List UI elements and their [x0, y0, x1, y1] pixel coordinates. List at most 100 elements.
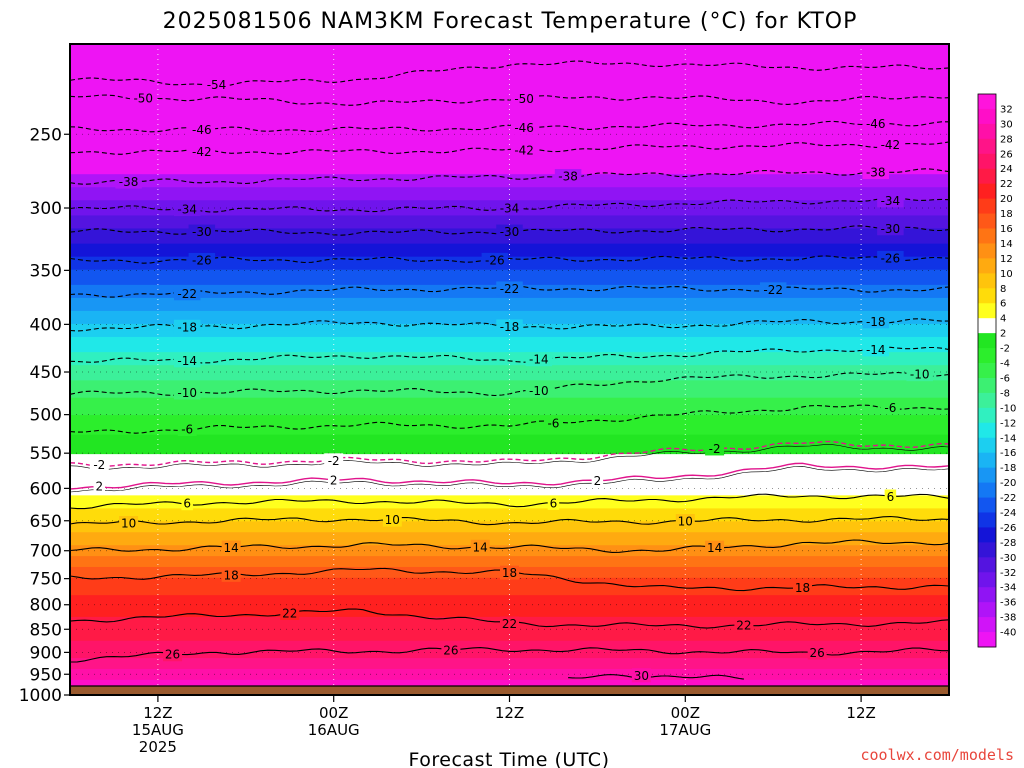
temperature-band — [70, 250, 949, 253]
isotherm-label-bg — [591, 473, 604, 488]
temperature-band — [70, 100, 949, 104]
temperature-band — [70, 597, 949, 601]
temperature-band — [70, 389, 949, 392]
temperature-band — [70, 191, 949, 195]
temperature-band — [70, 339, 949, 342]
isotherm-label: -50 — [133, 91, 153, 105]
colorbar-swatch — [978, 437, 996, 454]
isotherm-label: -2 — [328, 454, 340, 468]
temperature-band — [70, 145, 949, 149]
temperature-band — [70, 57, 949, 60]
temperature-band — [70, 274, 949, 277]
colorbar-swatch — [978, 467, 996, 483]
colorbar-swatch — [978, 288, 996, 304]
isotherm-label: 10 — [385, 513, 400, 527]
temperature-band — [70, 532, 949, 536]
temperature-band — [70, 551, 949, 555]
temperature-band — [70, 154, 949, 158]
temperature-band — [70, 525, 949, 529]
colorbar-label: 6 — [1000, 299, 1006, 310]
colorbar-label: 22 — [1000, 179, 1013, 190]
isotherm-label: -14 — [866, 343, 886, 357]
isotherm-label: -22 — [763, 283, 783, 297]
temperature-band — [70, 254, 949, 258]
temperature-band — [70, 430, 949, 434]
isotherm-label: -18 — [500, 320, 520, 334]
temperature-band — [70, 499, 949, 503]
temperature-band — [70, 354, 949, 358]
isotherm-label: -6 — [547, 416, 559, 430]
colorbar-swatch — [978, 363, 996, 379]
temperature-band — [70, 126, 949, 130]
temperature-band — [70, 358, 949, 362]
temperature-band — [70, 610, 949, 614]
isotherm-label: 6 — [550, 496, 558, 510]
temperature-band — [70, 634, 949, 638]
colorbar-label: 28 — [1000, 134, 1013, 145]
temperature-band — [70, 93, 949, 97]
isotherm-line — [70, 120, 949, 133]
isotherm-label-bg — [188, 122, 216, 137]
colorbar-label: -36 — [1000, 598, 1016, 609]
colorbar-swatch — [978, 243, 996, 259]
temperature-band — [70, 271, 949, 275]
isotherm-label: -50 — [514, 92, 534, 106]
temperature-band — [70, 245, 949, 249]
colorbar-swatch — [978, 258, 996, 274]
colorbar: 32 30 28 26 24 22 20 18 16 14 12 10 8 6 4 2 -2 -4 -6 -8 -10 -… — [977, 93, 1016, 648]
isotherm-label-bg — [880, 400, 900, 415]
temperature-band — [70, 187, 949, 190]
colorbar-swatch — [978, 602, 996, 618]
temperature-band — [70, 662, 949, 666]
isotherm-label: -2 — [709, 442, 721, 456]
temperature-band — [70, 308, 949, 312]
temperature-band — [70, 434, 949, 438]
temperature-band — [70, 629, 949, 633]
colorbar-label: -26 — [1000, 523, 1016, 534]
isotherm-label: 18 — [224, 568, 239, 582]
temperature-band — [70, 586, 949, 590]
temperature-band — [70, 497, 949, 501]
temperature-band — [70, 261, 949, 264]
isotherm-label: -6 — [181, 423, 193, 437]
colorbar-swatch — [978, 318, 996, 334]
colorbar-label: 18 — [1000, 209, 1013, 220]
x-tick-label: 12Z — [495, 704, 524, 722]
temperature-band — [70, 406, 949, 410]
isotherm-label-bg — [877, 221, 904, 236]
colorbar-swatch — [978, 108, 996, 125]
colorbar-swatch — [978, 482, 996, 498]
isotherm-label: 18 — [795, 581, 810, 595]
colorbar-label: -32 — [1000, 568, 1016, 579]
temperature-band — [70, 104, 949, 108]
colorbar-label: -24 — [1000, 508, 1016, 519]
temperature-band — [70, 504, 949, 507]
temperature-band — [70, 514, 949, 518]
isotherm-line — [70, 493, 949, 510]
colorbar-label: -14 — [1000, 433, 1016, 444]
temperature-band — [70, 438, 949, 442]
temperature-band — [70, 380, 949, 384]
colorbar-label: 2 — [1000, 329, 1006, 340]
isotherm-label-bg — [496, 201, 523, 216]
x-tick-label: 00Z — [319, 704, 348, 722]
colorbar-swatch — [978, 392, 996, 409]
isotherm-label-bg — [173, 286, 201, 301]
y-tick-label: 750 — [30, 570, 62, 590]
isotherm-line — [70, 440, 949, 468]
temperature-band — [70, 436, 949, 440]
isotherm-label: 26 — [165, 648, 180, 662]
temperature-band — [70, 54, 949, 58]
temperature-band — [70, 302, 949, 305]
isotherm-label-bg — [500, 616, 519, 631]
isotherm-label-bg — [862, 165, 889, 180]
y-tick-label: 850 — [30, 620, 62, 640]
isotherm-label: -30 — [192, 225, 212, 239]
temperature-band — [70, 679, 949, 683]
colorbar-label: -20 — [1000, 478, 1016, 489]
isotherm-label-bg — [793, 580, 812, 595]
temperature-band — [70, 655, 949, 659]
isotherm-line — [70, 465, 949, 493]
colorbar-swatch — [978, 632, 996, 648]
colorbar-swatch — [978, 512, 996, 528]
